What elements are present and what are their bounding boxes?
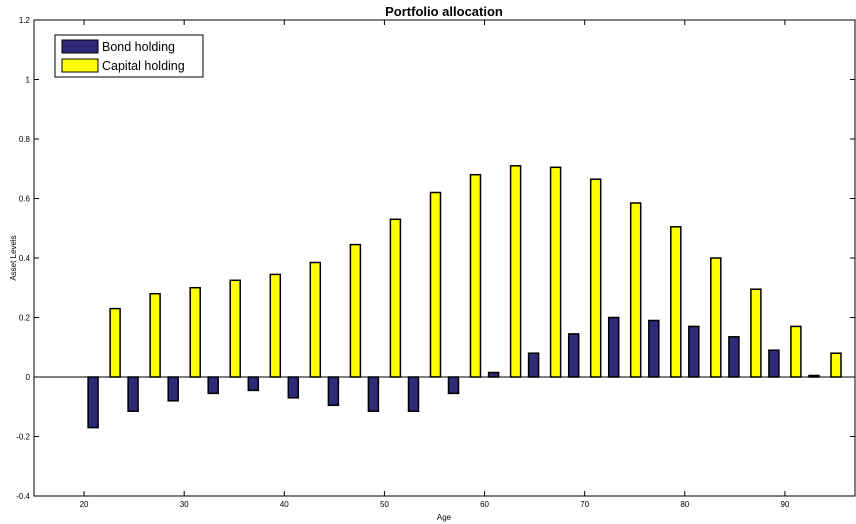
bond-bar-82: [688, 325, 700, 378]
y-tick-label: 0.6: [19, 195, 31, 204]
bond-bar-38: [247, 376, 260, 392]
bond-bar-34: [207, 376, 219, 395]
y-tick-label: -0.2: [16, 433, 30, 442]
x-tick-label: 50: [380, 500, 389, 509]
plot-area: [33, 19, 856, 497]
y-tick-label: 0.4: [19, 254, 31, 263]
capital-bar-30: [189, 286, 201, 378]
y-tick-label: 0.8: [19, 135, 31, 144]
capital-bar-74: [629, 202, 642, 378]
capital-bar-90: [790, 325, 802, 378]
bars-layer: [87, 165, 842, 429]
capital-bar-26: [149, 292, 161, 378]
capital-bar-86: [750, 288, 762, 378]
capital-bar-46: [349, 243, 362, 378]
capital-bar-78: [670, 226, 682, 378]
bond-bar-86: [728, 336, 740, 378]
y-tick-label: 0: [26, 373, 31, 382]
capital-bar-38: [269, 273, 282, 378]
x-axis-label: Age: [437, 513, 452, 522]
capital-bar-70: [589, 178, 602, 378]
capital-bar-22: [109, 307, 121, 378]
y-tick-label: -0.4: [16, 492, 30, 501]
capital-bar-42: [309, 261, 322, 378]
legend: Bond holding Capital holding: [54, 34, 204, 78]
x-tick-label: 40: [280, 500, 289, 509]
bond-bar-70: [567, 333, 580, 378]
capital-bar-54: [429, 191, 442, 378]
legend-label-capital: Capital holding: [102, 59, 185, 73]
legend-label-bond: Bond holding: [102, 40, 175, 54]
legend-swatch-capital: [61, 58, 99, 73]
bond-bar-78: [648, 319, 660, 378]
x-tick-label: 20: [80, 500, 89, 509]
capital-bar-62: [509, 165, 522, 378]
capital-bar-50: [389, 218, 402, 378]
bond-bar-74: [607, 316, 620, 378]
bond-bar-54: [407, 376, 420, 412]
bond-bar-26: [127, 376, 139, 412]
x-tick-label: 70: [580, 500, 589, 509]
capital-bar-82: [710, 257, 722, 378]
bond-bar-50: [367, 376, 380, 412]
capital-bar-34: [229, 279, 241, 378]
capital-bar-58: [469, 173, 482, 378]
chart-title: Portfolio allocation: [385, 4, 503, 19]
y-tick-label: 1: [26, 76, 31, 85]
y-tick-label: 1.2: [19, 16, 31, 25]
legend-swatch-bond: [61, 39, 99, 54]
bond-bar-66: [527, 352, 540, 378]
ticks-layer: -0.4 -0.2 0 0.2 0.4 0.6 0.8 1 1.2 20 30 40 50 60 70 80 9…: [16, 16, 855, 509]
y-axis-label: Asset Levels: [9, 235, 18, 280]
capital-bar-94: [830, 352, 842, 378]
bond-bar-30: [167, 376, 179, 402]
bond-bar-62: [487, 371, 500, 378]
bond-bar-58: [447, 376, 460, 395]
capital-bar-66: [549, 166, 562, 378]
y-tick-label: 0.2: [19, 314, 31, 323]
x-tick-label: 30: [180, 500, 189, 509]
bond-bar-42: [287, 376, 300, 399]
x-tick-label: 90: [780, 500, 789, 509]
bond-bar-90: [768, 349, 780, 378]
bond-bar-46: [327, 376, 340, 407]
bond-bar-22: [87, 376, 99, 429]
x-tick-label: 60: [480, 500, 489, 509]
x-tick-label: 80: [680, 500, 689, 509]
